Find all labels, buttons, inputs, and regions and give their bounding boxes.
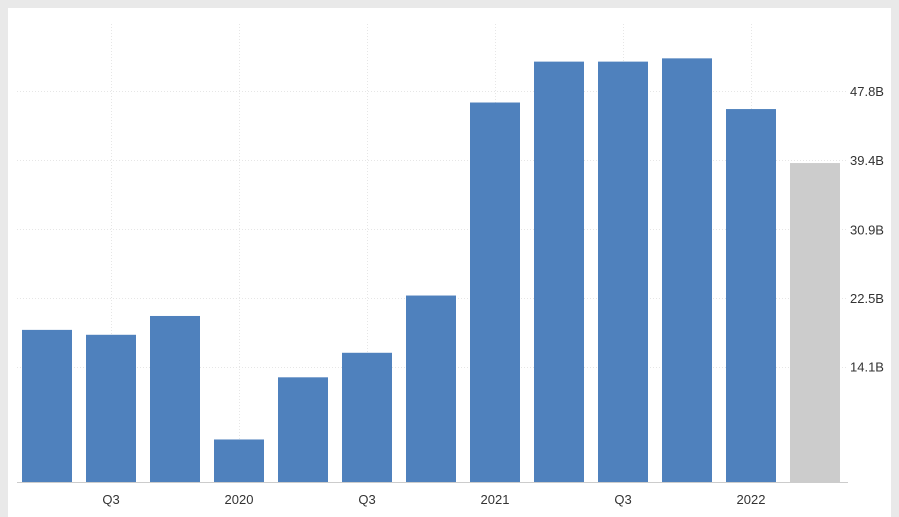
x-tick-label: Q3 — [102, 492, 119, 507]
bar — [22, 329, 72, 482]
bar-chart: Q3 2020 Q3 2021 Q3 2022 14.1B 22.5B 30.9B 39.4B 4… — [17, 24, 884, 507]
y-tick-label: 30.9B — [850, 222, 884, 237]
bar — [726, 109, 776, 483]
chart-frame: Q3 2020 Q3 2021 Q3 2022 14.1B 22.5B 30.9B 39.4B 4… — [8, 8, 891, 517]
forecast-bar — [790, 163, 840, 483]
y-tick-label: 14.1B — [850, 360, 884, 375]
x-tick-label: Q3 — [358, 492, 375, 507]
x-tick-labels: Q3 2020 Q3 2021 Q3 2022 — [102, 492, 765, 507]
bar — [470, 102, 520, 482]
x-tick-label: 2021 — [481, 492, 510, 507]
y-tick-label: 39.4B — [850, 153, 884, 168]
bar — [214, 439, 264, 482]
bars — [22, 58, 840, 483]
x-tick-label: Q3 — [614, 492, 631, 507]
x-tick-label: 2022 — [737, 492, 766, 507]
bar — [534, 61, 584, 482]
y-tick-label: 47.8B — [850, 84, 884, 99]
bar — [342, 352, 392, 482]
bar — [150, 315, 200, 482]
bar — [598, 61, 648, 482]
bar — [86, 334, 136, 482]
bar — [278, 377, 328, 482]
x-tick-label: 2020 — [225, 492, 254, 507]
y-tick-label: 22.5B — [850, 291, 884, 306]
bar — [406, 295, 456, 482]
y-tick-labels: 14.1B 22.5B 30.9B 39.4B 47.8B — [850, 84, 884, 375]
bar — [662, 58, 712, 482]
